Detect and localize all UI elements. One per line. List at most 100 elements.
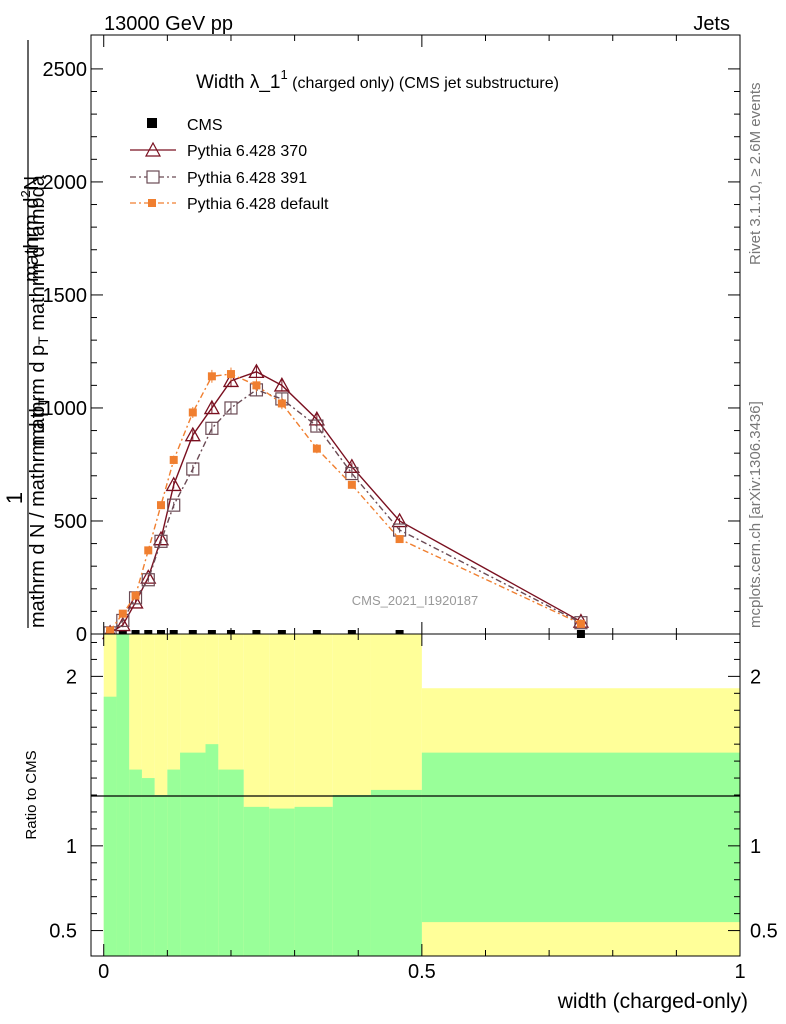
ratio-band-bin (116, 634, 130, 956)
series-line-1 (109, 371, 582, 634)
series-point (167, 498, 181, 512)
ylabel-one: 1 (2, 492, 27, 504)
series-point (131, 591, 140, 600)
series-point (205, 421, 219, 435)
legend-marker-p370 (144, 141, 162, 157)
series-point (140, 569, 157, 584)
legend-marker-cms (147, 118, 157, 128)
series-point (169, 455, 178, 464)
main-ytick-label: 1000 (43, 398, 88, 420)
legend-entry-p370: Pythia 6.428 370 (130, 141, 307, 160)
series-point (310, 419, 324, 433)
series-point (574, 616, 588, 630)
ratio-ytick-label: 1 (66, 836, 77, 858)
ratio-ytick-label-right: 2 (750, 666, 761, 688)
legend-marker-p391 (146, 170, 160, 184)
series-point (226, 370, 235, 379)
ratio-band-inner (103, 634, 740, 956)
series-point (277, 399, 286, 408)
main-ytick-label: 2000 (43, 172, 88, 194)
ratio-band-bin (332, 795, 371, 956)
ratio-ytick-label-right: 1 (750, 836, 761, 858)
title-rest: (charged only) (CMS jet substructure) (288, 75, 559, 92)
legend-entry-cms: CMS (147, 117, 223, 134)
series-point (118, 609, 127, 618)
series-point (106, 626, 115, 635)
series-2 (103, 383, 588, 640)
title-sup: 1 (280, 67, 287, 82)
series-point (576, 619, 585, 628)
xtick-label: 0 (98, 961, 109, 983)
ratio-band-bin (370, 789, 422, 956)
series-point (224, 401, 238, 415)
series-point (345, 466, 359, 481)
legend-label-pdef: Pythia 6.428 default (187, 196, 329, 213)
title-main: Width λ_1 (196, 72, 280, 93)
rivet-label: Rivet 3.1.10, ≥ 2.6M events (747, 83, 764, 266)
legend: CMS Pythia 6.428 370 Pythia 6.428 391 Py… (130, 117, 329, 213)
ratio-band-bin (243, 806, 270, 956)
ratio-band-bin (218, 769, 244, 956)
main-ytick-label: 500 (54, 511, 87, 533)
ylabel-den: mathrm d N / mathrm d pT (27, 392, 51, 628)
plot-title: Width λ_11 (charged only) (CMS jet subst… (196, 67, 559, 93)
series-line-2 (109, 389, 582, 634)
series-point (156, 501, 165, 510)
series-point (165, 476, 182, 492)
series-point (248, 363, 265, 379)
legend-marker-pdef (148, 199, 156, 207)
type-label: Jets (693, 13, 730, 35)
series-point (312, 444, 321, 453)
main-ylabel: 1 mathrm d N / mathrm d pT mathrm d2N ma… (2, 40, 51, 628)
main-panel: 0 500 1000 1500 2000 2500 CMS_2021_I1920187 W… (2, 34, 741, 646)
ratio-band-bin (103, 696, 117, 956)
main-ytick-label: 1500 (43, 285, 88, 307)
ratio-band-bin (205, 744, 219, 956)
series-point (391, 512, 408, 528)
series-point (141, 573, 155, 587)
ratio-band-bin (269, 808, 295, 956)
series-point (347, 480, 356, 489)
ratio-ytick-label: 0.5 (49, 921, 77, 943)
series-point (184, 426, 201, 442)
series-1 (101, 363, 590, 640)
xtick-label: 1 (734, 961, 745, 983)
series-point (207, 372, 216, 381)
series-point (186, 462, 200, 476)
series-point (152, 530, 170, 546)
mcplots-label: mcplots.cern.ch [arXiv:1306.3436] (747, 401, 764, 628)
ylabel-den2: mathrm d pT mathrm d lambda (27, 174, 51, 446)
xtick-label: 0.5 (408, 961, 436, 983)
ratio-band-bin (154, 795, 168, 956)
ratio-panel: 0.5 0.51 12 20 0.5 1 Ratio to CMS width (char… (23, 633, 778, 1013)
ratio-band-bin (421, 752, 740, 923)
ratio-band-bin (167, 769, 181, 956)
ratio-band-bin (294, 806, 333, 956)
series-point (203, 399, 220, 415)
series-point (114, 616, 131, 632)
main-ytick-label: 0 (76, 624, 87, 646)
xlabel: width (charged-only) (557, 990, 748, 1013)
series-point (188, 408, 197, 417)
legend-label-p370: Pythia 6.428 370 (187, 143, 307, 160)
legend-entry-pdef: Pythia 6.428 default (130, 196, 329, 213)
ratio-band-bin (180, 752, 206, 956)
legend-label-p391: Pythia 6.428 391 (187, 170, 307, 187)
ratio-band-bin (141, 778, 155, 956)
series-line-3 (109, 373, 582, 632)
ratio-ylabel: Ratio to CMS (23, 750, 40, 839)
series-3 (106, 367, 585, 635)
legend-label-cms: CMS (187, 117, 223, 134)
energy-label: 13000 GeV pp (104, 13, 233, 35)
series-point (395, 535, 404, 544)
ratio-ytick-label: 2 (66, 666, 77, 688)
analysis-label: CMS_2021_I1920187 (352, 593, 479, 608)
series-point (144, 546, 153, 555)
main-ytick-label: 2500 (43, 59, 88, 81)
ratio-ytick-label-right: 0.5 (750, 921, 778, 943)
series-point (273, 377, 290, 392)
series-point (222, 372, 240, 388)
legend-entry-p391: Pythia 6.428 391 (130, 170, 307, 187)
series-point (252, 381, 261, 390)
